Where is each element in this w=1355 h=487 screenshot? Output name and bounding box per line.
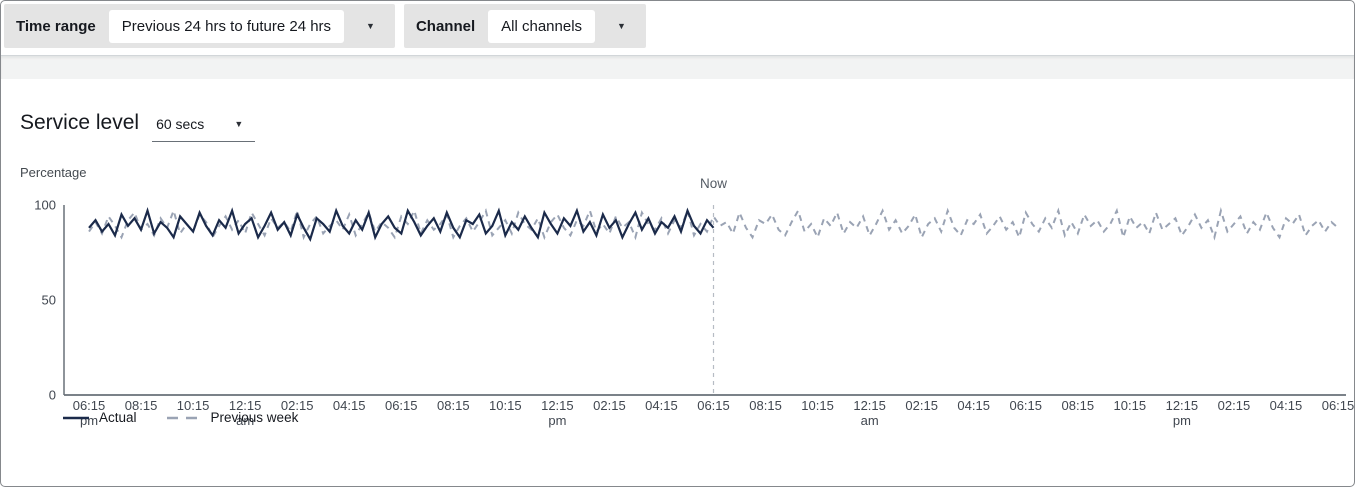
channel-label: Channel [415,17,476,35]
x-tick-label: 10:15 [801,398,834,413]
dashed-line-swatch [166,416,201,419]
legend-item-actual: Actual [63,410,137,425]
actual-line [88,207,715,242]
chart-legend: Actual Previous week [63,410,1354,425]
x-tick-label: 08:15 [749,398,782,413]
x-tick-label: 10:15 [177,398,210,413]
x-tick-label: 08:15 [125,398,158,413]
x-tick-label: 08:15 [437,398,470,413]
time-range-label: Time range [16,17,96,35]
y-axis-title: Percentage [20,165,87,180]
x-tick-label: 06:15 [1322,398,1354,413]
x-tick-sublabel: pm [548,413,566,428]
x-tick-label: 04:15 [645,398,678,413]
x-tick-label: 06:15 [697,398,730,413]
filter-bar: Time range Previous 24 hrs to future 24 … [1,1,1354,48]
x-tick-label: 06:15 [73,398,106,413]
x-tick-label: 10:15 [1114,398,1147,413]
x-tick-label: 04:15 [957,398,990,413]
chevron-down-icon[interactable]: ▼ [617,20,626,31]
legend-label-actual: Actual [99,410,137,425]
chart-header: Service level 60 secs ▼ [20,110,1354,142]
y-tick-label: 0 [49,388,56,403]
x-tick-label: 12:15 [853,398,886,413]
x-tick-label: 06:15 [385,398,418,413]
y-tick-label: 100 [34,198,56,213]
x-tick-label: 02:15 [281,398,314,413]
solid-line-swatch [63,416,89,419]
x-tick-label: 02:15 [905,398,938,413]
legend-label-previous-week: Previous week [210,410,299,425]
chevron-down-icon: ▼ [234,118,244,129]
chevron-down-icon[interactable]: ▼ [366,20,375,31]
x-tick-sublabel: pm [1173,413,1191,428]
x-tick-sublabel: am [861,413,879,428]
x-tick-label: 10:15 [489,398,522,413]
x-tick-label: 04:15 [1270,398,1303,413]
time-range-select[interactable]: Previous 24 hrs to future 24 hrs [108,9,345,43]
legend-item-previous-week: Previous week [166,410,299,425]
x-tick-label: 02:15 [593,398,626,413]
x-tick-label: 04:15 [333,398,366,413]
threshold-value: 60 secs [156,116,205,132]
section-divider [1,55,1354,79]
x-tick-label: 12:15 [541,398,574,413]
channel-filter-group: Channel All channels ▼ [403,4,646,48]
channel-select[interactable]: All channels [488,9,596,43]
x-tick-sublabel: am [236,413,254,428]
y-tick-label: 50 [42,293,56,308]
now-label: Now [700,176,727,191]
x-tick-label: 02:15 [1218,398,1251,413]
x-tick-label: 08:15 [1062,398,1095,413]
time-range-filter-group: Time range Previous 24 hrs to future 24 … [4,4,395,48]
x-tick-label: 06:15 [1009,398,1042,413]
page-title: Service level [20,111,140,134]
x-tick-label: 12:15 [1166,398,1199,413]
x-tick-label: 12:15 [229,398,262,413]
threshold-select[interactable]: 60 secs ▼ [152,116,256,142]
